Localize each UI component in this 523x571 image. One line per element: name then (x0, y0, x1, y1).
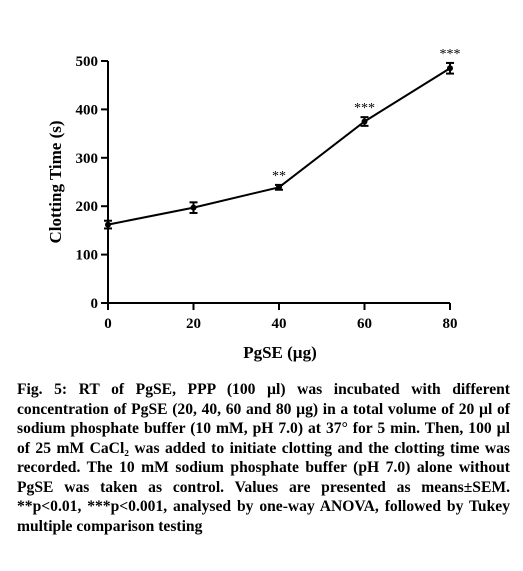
significance-label: *** (354, 101, 375, 116)
data-point (361, 118, 368, 125)
series-line (107, 67, 451, 226)
data-point (190, 204, 197, 211)
x-tick-label: 0 (104, 316, 112, 332)
x-axis-label: PgSE (µg) (243, 343, 317, 362)
figure-caption: Fig. 5: RT of PgSE, PPP (100 µl) was inc… (17, 381, 510, 535)
x-tick-label: 40 (272, 316, 287, 332)
significance-label: *** (440, 47, 461, 62)
data-point (276, 184, 282, 191)
significance-label: ** (272, 169, 286, 184)
axes: 0 100 200 300 400 500 0 20 40 60 80 (76, 54, 458, 332)
y-tick-label: 500 (76, 54, 99, 70)
y-tick-label: 100 (76, 248, 99, 264)
y-tick-label: 200 (76, 199, 99, 215)
y-tick-label: 300 (76, 151, 99, 167)
x-tick-label: 60 (357, 316, 372, 332)
y-tick-label: 0 (91, 296, 99, 312)
x-tick-label: 80 (443, 316, 458, 332)
data-series: ******** (104, 47, 461, 230)
y-tick-label: 400 (76, 102, 99, 118)
x-tick-label: 20 (186, 316, 201, 332)
y-axis-label: Clotting Time (s) (46, 120, 65, 243)
data-point (105, 221, 111, 228)
data-point (447, 65, 453, 72)
